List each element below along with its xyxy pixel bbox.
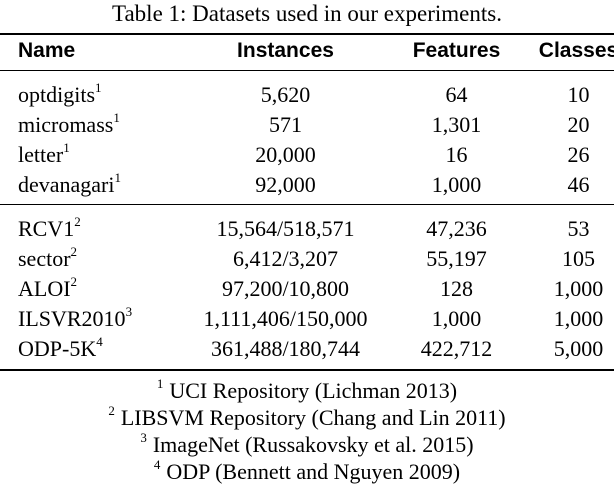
- footnote-marker: 2: [70, 243, 78, 259]
- dataset-name-cell: micromass1: [0, 110, 183, 140]
- instances-cell: 5,620: [260, 82, 311, 107]
- footnote-marker: 1: [114, 169, 122, 185]
- footnote-marker: 4: [96, 333, 103, 349]
- classes-cell: 53: [567, 216, 590, 241]
- dataset-name: ALOI: [18, 276, 71, 301]
- dataset-name-cell: RCV12: [0, 214, 183, 244]
- dataset-name: micromass: [18, 112, 114, 137]
- dataset-name: sector: [18, 246, 71, 271]
- classes-cell: 10: [567, 82, 590, 107]
- instances-cell: 92,000: [255, 172, 316, 197]
- dataset-name-cell: sector2: [0, 244, 183, 274]
- table-caption: Table 1: Datasets used in our experiment…: [112, 1, 502, 26]
- table-row: RCV12 15,564/518,571 47,236 53: [0, 214, 614, 244]
- footnote-marker: 2: [74, 213, 81, 229]
- table-row: ALOI2 97,200/10,800 128 1,000: [0, 274, 614, 304]
- dataset-name: optdigits: [18, 82, 96, 107]
- features-cell: 422,712: [420, 336, 493, 361]
- table-row: ILSVR20103 1,111,406/150,000 1,000 1,000: [0, 304, 614, 334]
- footnote-line: 4 ODP (Bennett and Nguyen 2009): [0, 458, 614, 485]
- dataset-name: devanagari: [18, 172, 115, 197]
- instances-cell: 97,200/10,800: [221, 276, 350, 301]
- footnote-text: UCI Repository (Lichman 2013): [169, 378, 458, 403]
- table-body-group-uci: optdigits1 5,620 64 10 micromass1 571 1,301 20 l…: [0, 80, 614, 200]
- dataset-name: RCV1: [18, 216, 75, 241]
- classes-cell: 5,000: [553, 336, 604, 361]
- footnote-mark: 4: [153, 456, 161, 472]
- features-cell: 1,301: [431, 112, 482, 137]
- footnote-marker: 3: [125, 303, 133, 319]
- footnote-marker: 2: [70, 273, 78, 289]
- footnote-line: 1 UCI Repository (Lichman 2013): [0, 377, 614, 404]
- classes-cell: 105: [562, 246, 595, 271]
- classes-cell: 1,000: [553, 306, 604, 331]
- bottom-rule: [0, 369, 614, 371]
- column-header-instances: Instances: [237, 39, 334, 62]
- footnote-mark: 2: [108, 402, 115, 418]
- classes-cell: 20: [567, 112, 590, 137]
- footnote-text: LIBSVM Repository (Chang and Lin 2011): [120, 405, 506, 430]
- table-row: ODP-5K4 361,488/180,744 422,712 5,000: [0, 334, 614, 364]
- top-rule: [0, 33, 614, 35]
- footnote-line: 3 ImageNet (Russakovsky et al. 2015): [0, 431, 614, 458]
- footnote-line: 2 LIBSVM Repository (Chang and Lin 2011): [0, 404, 614, 431]
- features-cell: 16: [445, 142, 468, 167]
- instances-cell: 20,000: [255, 142, 316, 167]
- footnote-marker: 1: [95, 79, 102, 95]
- instances-cell: 15,564/518,571: [216, 216, 355, 241]
- table-row: devanagari1 92,000 1,000 46: [0, 170, 614, 200]
- features-cell: 128: [440, 276, 473, 301]
- dataset-name: letter: [18, 142, 64, 167]
- features-cell: 1,000: [431, 172, 482, 197]
- column-header-classes: Classes: [538, 39, 614, 62]
- dataset-name-cell: devanagari1: [0, 170, 183, 200]
- table-row: letter1 20,000 16 26: [0, 140, 614, 170]
- footnote-text: ODP (Bennett and Nguyen 2009): [166, 459, 461, 484]
- footnote-marker: 1: [63, 139, 70, 155]
- table-row: optdigits1 5,620 64 10: [0, 80, 614, 110]
- footnote-text: ImageNet (Russakovsky et al. 2015): [152, 432, 474, 457]
- instances-cell: 361,488/180,744: [210, 336, 361, 361]
- table-header: Name Instances Features Classes: [0, 36, 614, 66]
- dataset-name-cell: ODP-5K4: [0, 334, 183, 364]
- dataset-name-cell: optdigits1: [0, 80, 183, 110]
- column-header-name: Name: [18, 39, 76, 62]
- dataset-name-cell: ALOI2: [0, 274, 183, 304]
- dataset-name: ODP-5K: [18, 336, 97, 361]
- table-row: micromass1 571 1,301 20: [0, 110, 614, 140]
- instances-cell: 6,412/3,207: [232, 246, 339, 271]
- features-cell: 1,000: [431, 306, 482, 331]
- footnote-marker: 1: [113, 109, 120, 125]
- group-separator-rule: [0, 204, 614, 205]
- dataset-name-cell: letter1: [0, 140, 183, 170]
- footnotes: 1 UCI Repository (Lichman 2013) 2 LIBSVM Re…: [0, 377, 614, 485]
- classes-cell: 1,000: [553, 276, 604, 301]
- table-body-group-large: RCV12 15,564/518,571 47,236 53 sector2 6,412/…: [0, 214, 614, 364]
- header-row: Name Instances Features Classes: [0, 36, 614, 66]
- instances-cell: 571: [269, 112, 302, 137]
- features-cell: 55,197: [426, 246, 487, 271]
- classes-cell: 46: [567, 172, 590, 197]
- features-cell: 47,236: [426, 216, 487, 241]
- dataset-name: ILSVR2010: [18, 306, 126, 331]
- footnote-mark: 3: [140, 429, 147, 445]
- classes-cell: 26: [567, 142, 590, 167]
- dataset-name-cell: ILSVR20103: [0, 304, 183, 334]
- footnote-mark: 1: [156, 375, 164, 391]
- table-row: sector2 6,412/3,207 55,197 105: [0, 244, 614, 274]
- header-rule: [0, 70, 614, 71]
- column-header-features: Features: [412, 39, 501, 62]
- features-cell: 64: [445, 82, 468, 107]
- instances-cell: 1,111,406/150,000: [203, 306, 368, 331]
